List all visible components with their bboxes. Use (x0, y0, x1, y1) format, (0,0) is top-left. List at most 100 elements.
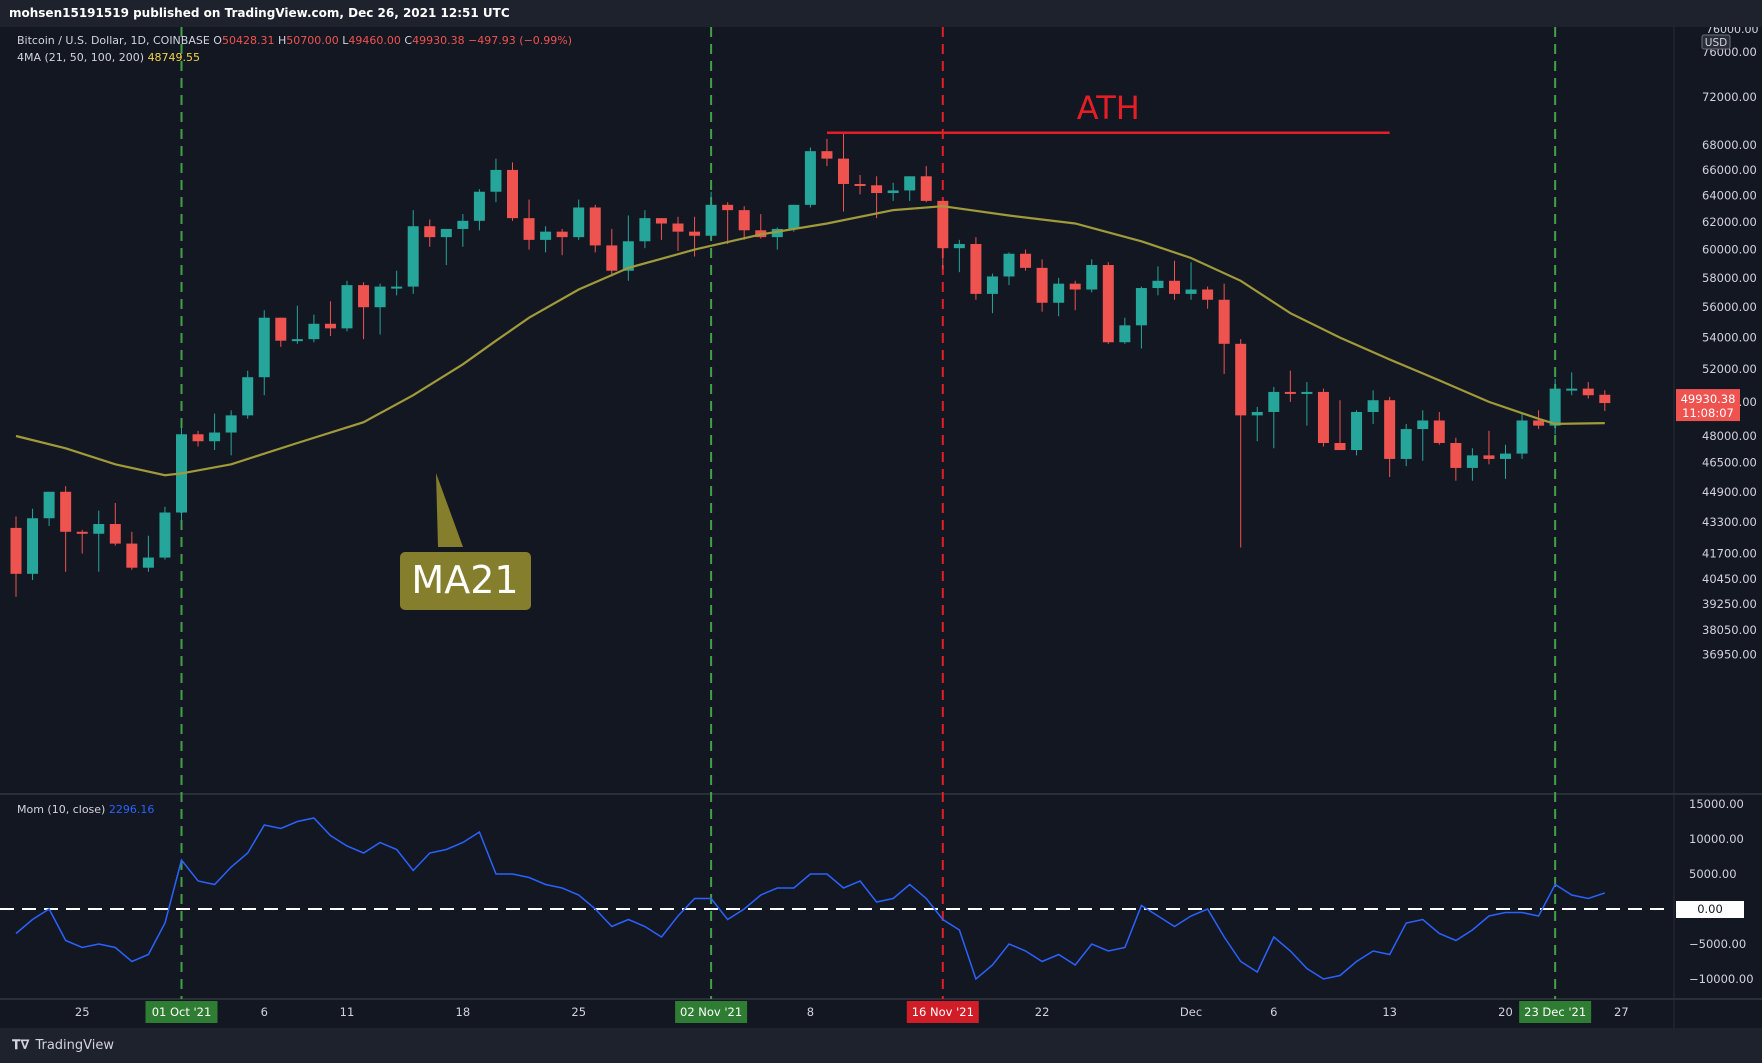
candle-body (1334, 442, 1346, 451)
candle-body (291, 339, 303, 342)
candle (1268, 386, 1280, 449)
price-tick-label-top: 76000.00 (1706, 27, 1759, 36)
candle-body (1500, 453, 1511, 459)
candle-body (1020, 253, 1032, 268)
candle (1516, 413, 1528, 459)
candle (60, 486, 72, 572)
candle-body (258, 317, 270, 378)
candle-body (374, 286, 386, 308)
candle (275, 317, 287, 347)
ma21-line (15, 205, 1605, 477)
candle-body (1102, 265, 1114, 343)
candle-body (1268, 391, 1280, 412)
candle-body (225, 415, 237, 433)
price-tick-label: 38050.00 (1702, 623, 1757, 637)
candle (1003, 252, 1015, 286)
candle (1334, 400, 1346, 451)
tradingview-mark-icon: 𝐓∇ (12, 1038, 30, 1053)
chart-canvas[interactable]: ATH MA21 76000.00 72000.00 68000.00 66000.00 6… (0, 27, 1762, 1028)
candle (672, 216, 684, 251)
time-tick-label: 25 (75, 1005, 90, 1019)
candle-body (324, 323, 336, 329)
candle-body (821, 151, 833, 159)
candle-body (93, 524, 105, 534)
candle (142, 535, 154, 572)
candle-body (1301, 391, 1313, 394)
candle-body (1351, 411, 1363, 451)
candle (209, 413, 221, 451)
candle-body (242, 377, 254, 416)
candle (1566, 372, 1578, 396)
candle (1384, 396, 1396, 478)
candle-body (1284, 391, 1296, 394)
candle-body (970, 244, 982, 294)
mom-legend-value: 2296.16 (108, 803, 155, 816)
unit-label: USD (1705, 37, 1727, 49)
candle-body (1152, 280, 1164, 289)
candle (655, 218, 667, 240)
candle (490, 158, 502, 203)
candle-body (457, 220, 469, 229)
price-tick-label: 68000.00 (1702, 138, 1757, 152)
candle (606, 228, 618, 277)
candle-body (507, 169, 518, 219)
candle-body (1516, 420, 1528, 454)
candle (1202, 286, 1214, 309)
candle-body (771, 228, 783, 238)
candle (1086, 259, 1098, 293)
price-tick-label: 39250.00 (1702, 597, 1757, 611)
open-value: 50428.31 (221, 34, 275, 47)
candle-body (705, 204, 717, 236)
candle (705, 191, 717, 240)
candle (1351, 410, 1363, 456)
candle-body (1450, 442, 1462, 468)
price-tick-label: 46500.00 (1702, 456, 1757, 470)
candle-body (689, 231, 701, 236)
candle-body (854, 183, 866, 186)
mom-legend: Mom (10, close) 2296.16 (17, 803, 154, 816)
mom-tick-label: 5000.00 (1689, 867, 1737, 881)
candle (192, 430, 204, 447)
candle (341, 280, 353, 332)
candle-body (1053, 283, 1065, 303)
candle-body (1466, 455, 1478, 468)
candle (540, 226, 552, 253)
candle (1135, 286, 1147, 349)
candle (225, 410, 237, 456)
time-tick-highlight (1519, 1001, 1592, 1023)
candle (986, 273, 998, 314)
candle (1102, 262, 1114, 344)
candle (1119, 317, 1131, 344)
candle-body (473, 191, 485, 221)
unit-badge (1701, 34, 1731, 50)
mom-zero-badge (1676, 901, 1744, 918)
ma21-callout-pointer (436, 473, 463, 547)
candle-body (887, 190, 899, 194)
time-tick-label: 25 (571, 1005, 586, 1019)
candle (738, 206, 750, 240)
price-tick-label: 60000.00 (1702, 243, 1757, 257)
candle-body (1317, 391, 1329, 443)
candle-body (1135, 288, 1147, 326)
tradingview-brand: TradingView (35, 1038, 114, 1053)
candle-body (192, 434, 204, 442)
candle (523, 199, 535, 250)
mom-zero-label: 0.00 (1697, 902, 1723, 916)
high-label: H (277, 34, 287, 47)
candle-body (1069, 283, 1081, 290)
candle (473, 189, 485, 231)
candle-body (606, 245, 618, 271)
low-label: L (342, 34, 349, 47)
tradingview-logo[interactable]: 𝐓∇ TradingView (12, 1038, 114, 1053)
candle (27, 508, 39, 581)
mom-tick-label: 15000.00 (1689, 797, 1744, 811)
countdown-label: 11:08:07 (1682, 406, 1734, 420)
candle (887, 182, 899, 201)
time-tick-highlight (145, 1001, 218, 1023)
candle (291, 305, 303, 344)
candle-body (1169, 280, 1180, 294)
candle-body (920, 176, 932, 201)
candle-body (341, 285, 353, 329)
candle (1433, 411, 1445, 445)
candle (1483, 430, 1495, 465)
